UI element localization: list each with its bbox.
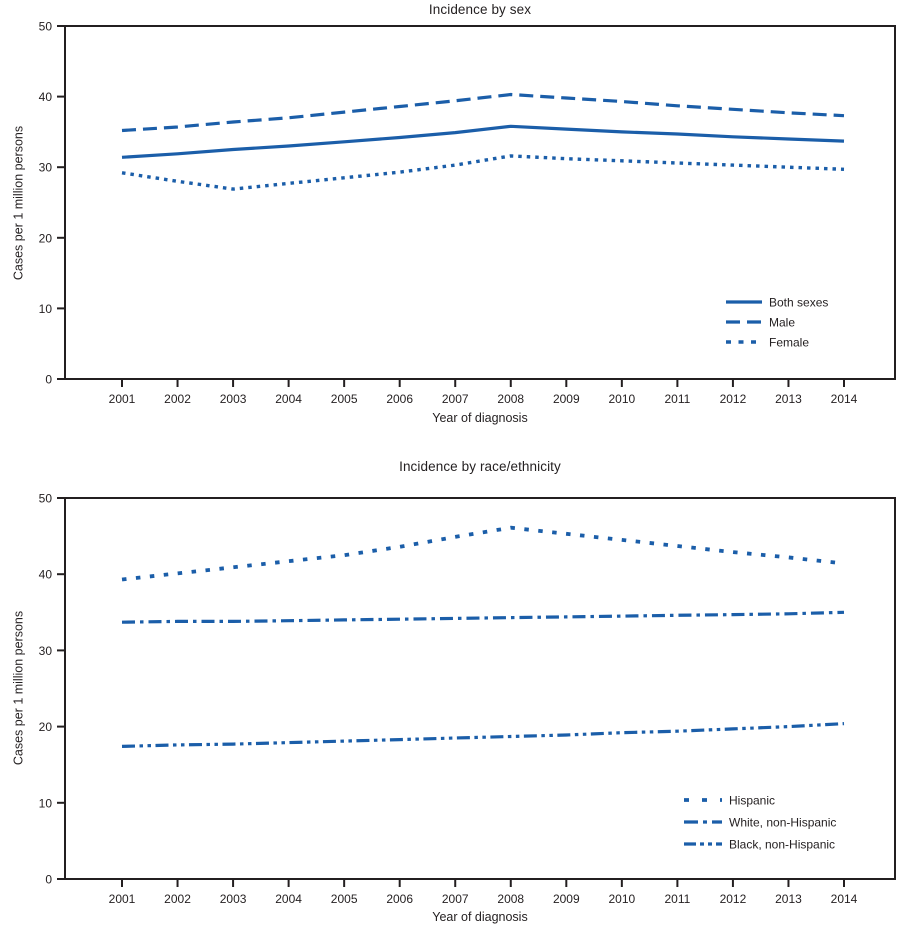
x-tick-label: 2003 (220, 892, 247, 906)
y-tick-label: 10 (39, 796, 53, 810)
chart-title-race: Incidence by race/ethnicity (399, 459, 561, 474)
y-tick-label: 50 (39, 492, 53, 506)
plot-frame (64, 25, 896, 380)
x-tick-label: 2005 (331, 892, 358, 906)
x-tick-label: 2009 (553, 392, 580, 406)
x-tick-label: 2004 (275, 892, 302, 906)
x-tick-label: 2011 (664, 392, 690, 406)
x-tick-label: 2001 (109, 392, 136, 406)
x-tick-label: 2006 (386, 392, 413, 406)
x-tick-label: 2011 (664, 892, 690, 906)
x-tick-label: 2012 (720, 392, 747, 406)
plot-frame (64, 497, 896, 880)
x-tick-label: 2014 (831, 892, 858, 906)
x-tick-label: 2008 (497, 892, 524, 906)
x-axis-title-race: Year of diagnosis (432, 910, 528, 924)
legend-label-both-sexes: Both sexes (769, 296, 828, 310)
legend-label-female: Female (769, 336, 809, 350)
x-tick-label: 2012 (720, 892, 747, 906)
y-tick-label: 0 (45, 373, 52, 387)
series-line-black-non-hispanic (121, 722, 845, 748)
series-line-male (121, 92, 845, 133)
incidence-by-sex-chart: Incidence by sex Cases per 1 million per… (0, 0, 909, 440)
legend-label-male: Male (769, 316, 795, 330)
x-axis-title-sex: Year of diagnosis (432, 411, 528, 425)
legend-label-white-non-hispanic: White, non-Hispanic (729, 816, 836, 830)
y-tick-label: 50 (39, 20, 53, 34)
x-tick-label: 2002 (164, 392, 191, 406)
x-tick-label: 2002 (164, 892, 191, 906)
race-chart-canvas: 0 10 20 30 40 50 2001 2002 2003 2004 2005 2006 2007 2… (39, 492, 896, 906)
y-tick-label: 40 (39, 90, 53, 104)
y-tick-label: 20 (39, 231, 53, 245)
x-tick-label: 2010 (608, 392, 635, 406)
x-tick-label: 2001 (109, 892, 136, 906)
x-tick-label: 2004 (275, 392, 302, 406)
x-tick-label: 2010 (608, 892, 635, 906)
legend-label-black-non-hispanic: Black, non-Hispanic (729, 838, 835, 852)
x-tick-label: 2006 (386, 892, 413, 906)
y-tick-label: 40 (39, 568, 53, 582)
y-tick-label: 30 (39, 644, 53, 658)
y-tick-label: 10 (39, 302, 53, 316)
legend-label-hispanic: Hispanic (729, 794, 775, 808)
x-tick-label: 2007 (442, 392, 469, 406)
x-tick-label: 2013 (775, 392, 802, 406)
series-line-both-sexes (121, 124, 845, 159)
y-tick-label: 0 (45, 873, 52, 887)
sex-chart-canvas: 0 10 20 30 40 50 2001 2002 2003 2004 2005 2006 2007 2… (39, 20, 896, 406)
series-line-white-non-hispanic (121, 610, 845, 624)
x-tick-label: 2005 (331, 392, 358, 406)
x-tick-label: 2008 (497, 392, 524, 406)
x-tick-label: 2014 (831, 392, 858, 406)
chart-title-sex: Incidence by sex (428, 2, 532, 17)
x-tick-label: 2003 (220, 392, 247, 406)
x-tick-label: 2009 (553, 892, 580, 906)
y-tick-label: 30 (39, 161, 53, 175)
y-tick-label: 20 (39, 720, 53, 734)
x-tick-label: 2013 (775, 892, 802, 906)
series-line-hispanic (121, 525, 845, 582)
incidence-by-race-chart: Incidence by race/ethnicity Cases per 1 … (0, 440, 909, 941)
series-line-female (121, 154, 845, 191)
x-tick-label: 2007 (442, 892, 469, 906)
